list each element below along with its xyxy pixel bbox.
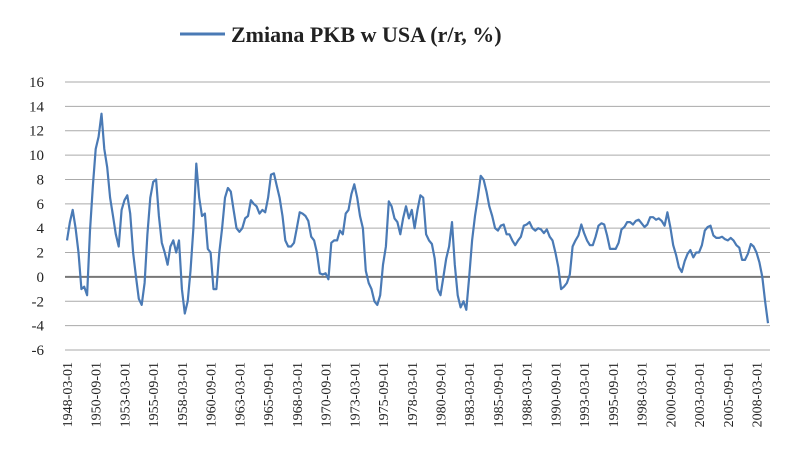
y-tick-label: 6 — [37, 197, 45, 213]
x-tick-label: 1978-03-01 — [406, 362, 421, 427]
x-tick-label: 1988-03-01 — [521, 362, 536, 427]
x-tick-label: 1985-09-01 — [492, 362, 507, 427]
x-tick-label: 2003-03-01 — [693, 362, 708, 427]
x-tick-label: 1980-09-01 — [434, 362, 449, 427]
x-tick-label: 1948-03-01 — [61, 362, 76, 427]
y-tick-label: 2 — [37, 246, 45, 262]
y-tick-label: 4 — [37, 221, 45, 237]
x-tick-label: 1983-03-01 — [463, 362, 478, 427]
y-tick-label: 12 — [29, 124, 44, 140]
y-tick-label: 14 — [29, 99, 45, 115]
x-tick-label: 1993-03-01 — [578, 362, 593, 427]
x-tick-label: 1960-09-01 — [205, 362, 220, 427]
y-tick-label: 0 — [37, 270, 45, 286]
x-tick-label: 1968-03-01 — [291, 362, 306, 427]
y-tick-label: 10 — [29, 148, 44, 164]
x-tick-label: 2008-03-01 — [751, 362, 766, 427]
x-tick-label: 1970-09-01 — [320, 362, 335, 427]
x-tick-label: 1953-03-01 — [118, 362, 133, 427]
x-tick-label: 2000-09-01 — [664, 362, 679, 427]
y-tick-label: 8 — [37, 172, 45, 188]
x-tick-label: 1965-09-01 — [262, 362, 277, 427]
x-tick-label: 1990-09-01 — [549, 362, 564, 427]
y-tick-label: 16 — [29, 75, 45, 91]
y-tick-label: -2 — [32, 294, 45, 310]
x-tick-label: 1963-03-01 — [233, 362, 248, 427]
x-tick-label: 1955-09-01 — [147, 362, 162, 427]
x-tick-label: 1973-03-01 — [348, 362, 363, 427]
y-tick-label: -4 — [32, 319, 45, 335]
series-line — [65, 112, 770, 324]
y-tick-label: -6 — [32, 343, 45, 359]
x-tick-label: 1998-03-01 — [636, 362, 651, 427]
x-tick-label: 1958-03-01 — [176, 362, 191, 427]
x-tick-label: 2005-09-01 — [722, 362, 737, 427]
x-tick-label: 1950-09-01 — [90, 362, 105, 427]
x-tick-label: 1975-09-01 — [377, 362, 392, 427]
legend-label: Zmiana PKB w USA (r/r, %) — [231, 22, 502, 47]
x-tick-label: 1995-09-01 — [607, 362, 622, 427]
